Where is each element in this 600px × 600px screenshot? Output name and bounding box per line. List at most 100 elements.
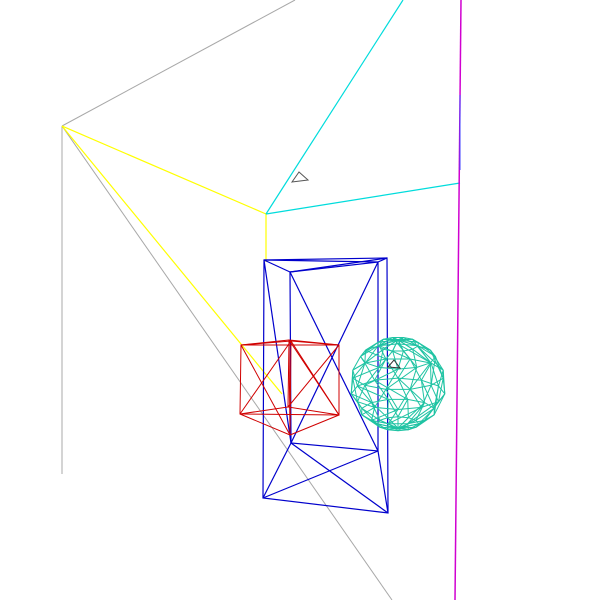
- teal-wireframe-sphere: [350, 337, 446, 432]
- sphere-edge: [442, 370, 446, 394]
- triangle-marker-upper: [290, 171, 310, 183]
- sphere-edge: [397, 399, 409, 418]
- sphere-edge: [365, 349, 387, 360]
- sphere-edge: [361, 414, 378, 425]
- yellow-edge-diagonal: [61, 125, 283, 395]
- sphere-edge: [352, 356, 361, 371]
- sphere-edge: [387, 423, 389, 430]
- sphere-edge: [352, 369, 358, 387]
- magenta-line: [454, 0, 462, 600]
- sphere-edge: [416, 345, 432, 364]
- sphere-edge: [357, 379, 375, 387]
- sphere-edge: [352, 362, 366, 371]
- sphere-edge: [364, 358, 386, 364]
- sphere-edge: [374, 377, 399, 381]
- sphere-edge: [385, 358, 399, 379]
- sphere-edge: [378, 337, 393, 347]
- sphere-edge: [407, 399, 409, 418]
- sphere-edge: [350, 370, 354, 394]
- sphere-edge: [392, 339, 399, 352]
- sphere-edge: [407, 398, 425, 404]
- sphere-edge: [408, 419, 425, 431]
- red-cube-diag-8: [288, 339, 291, 436]
- sphere-edge: [438, 369, 444, 387]
- sphere-edge: [387, 399, 399, 418]
- sphere-edge: [415, 419, 420, 425]
- sphere-edge: [424, 402, 435, 409]
- sphere-edge: [357, 385, 372, 403]
- cyan-edge-right: [265, 182, 461, 215]
- sphere-edge: [383, 337, 393, 340]
- sphere-edge: [357, 362, 366, 387]
- sphere-edge: [407, 423, 409, 430]
- room-wireframe: [61, 0, 393, 600]
- magenta-vertical-line: [454, 0, 462, 600]
- sphere-edge: [379, 366, 399, 370]
- cyan-edge-up: [265, 0, 404, 215]
- sphere-edge: [365, 338, 384, 351]
- sphere-edge: [416, 345, 431, 351]
- room-edge-diagonal: [61, 125, 393, 600]
- sphere-edge: [352, 366, 380, 379]
- sphere-edge: [379, 343, 399, 347]
- sphere-edge: [430, 362, 444, 371]
- blue-box-edge-4: [262, 442, 292, 499]
- sphere-edge: [397, 337, 404, 345]
- sphere-edge: [407, 407, 422, 425]
- sphere-edge: [397, 416, 409, 419]
- sphere-edge: [415, 407, 435, 421]
- sphere-edge: [364, 362, 376, 381]
- sphere-edge: [433, 385, 439, 415]
- sphere-edge: [387, 399, 389, 418]
- sphere-edge: [361, 402, 372, 409]
- sphere-edge: [365, 345, 379, 364]
- sphere-edge: [360, 349, 366, 357]
- sphere-edge: [409, 362, 431, 390]
- sphere-edge: [377, 423, 399, 429]
- sphere-edge: [379, 417, 388, 421]
- sphere-edge: [438, 385, 446, 395]
- sphere-edge: [378, 345, 387, 360]
- sphere-edge: [357, 385, 366, 402]
- sphere-edge: [420, 362, 432, 381]
- sphere-edge: [352, 378, 358, 402]
- sphere-edge: [397, 377, 422, 381]
- sphere-edge: [364, 384, 386, 390]
- sphere-edge: [397, 358, 411, 379]
- sphere-edge: [361, 406, 375, 416]
- sphere-edge: [385, 368, 399, 390]
- sphere-edge: [392, 337, 399, 345]
- sphere-edge: [357, 385, 389, 400]
- sphere-edge: [397, 343, 417, 347]
- sphere-edge: [365, 345, 380, 351]
- sphere-edge: [412, 339, 418, 346]
- red-cube-edge-4: [239, 406, 289, 415]
- yellow-edge-top: [61, 125, 267, 215]
- sphere-edge: [397, 377, 409, 400]
- blue-box-diag-7: [263, 259, 292, 444]
- sphere-edge: [397, 427, 409, 431]
- red-cube-edge-1: [240, 339, 290, 346]
- sphere-edge: [351, 393, 372, 404]
- sphere-edge: [403, 337, 418, 347]
- blue-box-front-face: [262, 257, 389, 514]
- sphere-edge: [430, 385, 439, 402]
- sphere-edge: [430, 349, 444, 371]
- sphere-edge: [387, 416, 399, 419]
- sphere-edge: [420, 380, 425, 403]
- blue-box-diag-4: [290, 261, 379, 444]
- sphere-edge: [361, 407, 378, 425]
- sphere-edge: [418, 407, 435, 425]
- sphere-edge: [409, 367, 418, 390]
- sphere-edge: [403, 337, 413, 340]
- sphere-edge: [364, 350, 366, 364]
- sphere-edge: [421, 379, 439, 387]
- sphere-edge: [374, 379, 389, 400]
- red-cube-edge-3: [289, 414, 340, 436]
- sphere-edge: [397, 366, 417, 370]
- sphere-edge: [365, 362, 380, 368]
- sphere-edge: [374, 379, 408, 400]
- sphere-edge: [361, 407, 381, 421]
